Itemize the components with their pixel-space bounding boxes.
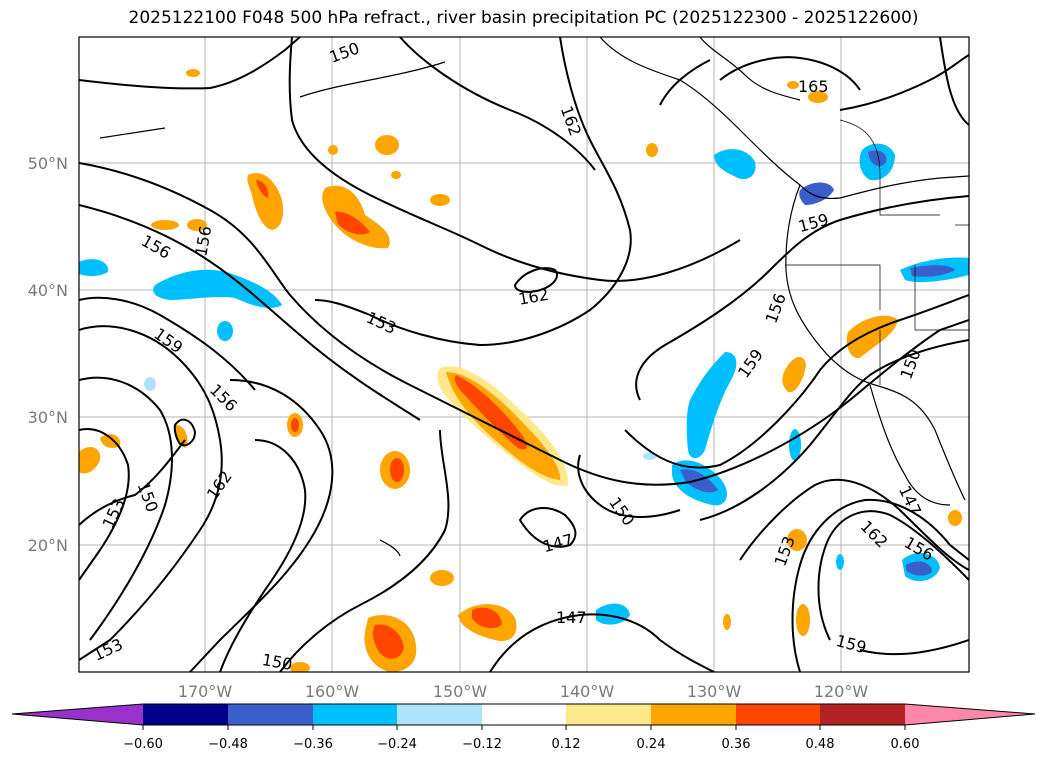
precipitation-blobs [79, 69, 969, 672]
lon-label-130w: 130°W [687, 682, 742, 701]
precip-negative-blob [680, 469, 718, 493]
height-contours [79, 37, 969, 672]
precip-positive-blob [808, 91, 828, 103]
colorbar-segment [566, 704, 651, 725]
lat-label-50n: 50°N [28, 154, 68, 173]
lon-label-120w: 120°W [814, 682, 869, 701]
colorbar-ticks [142, 725, 906, 730]
colorbar-tick-label: −0.12 [462, 737, 502, 752]
precip-negative-blob [153, 269, 282, 308]
lon-label-140w: 140°W [560, 682, 615, 701]
precip-positive-blob [472, 607, 502, 629]
precip-negative-blob [144, 377, 156, 391]
precip-positive-blob [430, 194, 450, 206]
precip-positive-blob [948, 510, 962, 526]
lat-label-20n: 20°N [28, 536, 68, 555]
contour-label: 147 [556, 608, 587, 627]
lat-label-30n: 30°N [28, 408, 68, 427]
colorbar-tick-label: −0.36 [293, 737, 333, 752]
colorbar: −0.60 −0.48 −0.36 −0.24 −0.12 0.12 0.24 … [11, 703, 1036, 752]
precip-positive-blob [187, 219, 207, 231]
precip-positive-blob [335, 211, 370, 235]
borders [785, 119, 969, 385]
precip-negative-blob [714, 149, 756, 180]
map-content: 150 156 156 162 165 159 156 162 153 159 … [79, 37, 969, 674]
precip-positive-blob [247, 172, 284, 230]
colorbar-tick-label: −0.60 [123, 737, 163, 752]
precip-positive-blob [391, 171, 401, 179]
colorbar-segment [482, 704, 566, 725]
colorbar-segment [736, 704, 820, 725]
colorbar-tick-label: −0.48 [208, 737, 248, 752]
precip-negative-blob [836, 554, 844, 570]
longitude-labels: 170°W 160°W 150°W 140°W 130°W 120°W [178, 682, 869, 701]
precip-positive-blob [373, 624, 404, 659]
precip-negative-blob [799, 182, 834, 205]
precip-positive-blob [322, 185, 390, 249]
graticule [79, 37, 969, 672]
colorbar-segment [820, 704, 905, 725]
colorbar-segment [143, 704, 228, 725]
precip-negative-blob [79, 259, 109, 276]
map-title: 2025122100 F048 500 hPa refract., river … [128, 8, 919, 28]
precip-positive-blob [375, 135, 399, 155]
precip-positive-blob [256, 180, 269, 198]
coastlines [99, 37, 969, 557]
contour-label: 165 [798, 77, 829, 96]
colorbar-segment [397, 704, 482, 725]
colorbar-tick-label: 0.60 [891, 737, 920, 752]
colorbar-tick-label: 0.36 [722, 737, 751, 752]
colorbar-min-extend [12, 704, 143, 725]
colorbar-segment [651, 704, 736, 725]
precip-positive-blob [787, 81, 799, 89]
precip-negative-blob [686, 352, 737, 459]
precip-positive-blob [390, 458, 404, 482]
precip-negative-blob [906, 561, 932, 576]
lon-label-170w: 170°W [178, 682, 233, 701]
precip-positive-blob [646, 143, 658, 157]
precip-positive-blob [782, 356, 806, 393]
precip-negative-blob [596, 603, 630, 625]
colorbar-max-extend [905, 704, 1035, 725]
latitude-labels: 50°N 40°N 30°N 20°N [28, 154, 68, 555]
lat-label-40n: 40°N [28, 281, 68, 300]
lon-label-160w: 160°W [305, 682, 360, 701]
precip-positive-blob [290, 662, 310, 672]
precip-negative-blob [217, 321, 233, 341]
precip-positive-blob [186, 69, 200, 77]
lon-label-150w: 150°W [433, 682, 488, 701]
precip-positive-blob [100, 434, 121, 448]
colorbar-segment [313, 704, 397, 725]
precip-positive-blob [723, 614, 731, 630]
precip-positive-blob [430, 570, 454, 586]
precip-positive-blob [787, 529, 807, 551]
colorbar-tick-label: 0.48 [806, 737, 835, 752]
precip-positive-blob [454, 375, 527, 450]
precip-positive-blob [328, 145, 338, 155]
contour-label: 150 [261, 650, 294, 674]
precip-negative-blob [868, 150, 887, 167]
colorbar-tick-label: 0.24 [637, 737, 666, 752]
precip-positive-blob [291, 418, 299, 432]
precip-positive-blob [151, 220, 179, 230]
map-frame [78, 36, 970, 673]
colorbar-tick-label: 0.12 [552, 737, 581, 752]
precip-negative-blob [910, 265, 955, 277]
precip-positive-blob [79, 446, 101, 474]
colorbar-tick-label: −0.24 [377, 737, 417, 752]
precip-positive-blob [796, 604, 810, 636]
colorbar-segment [228, 704, 313, 725]
